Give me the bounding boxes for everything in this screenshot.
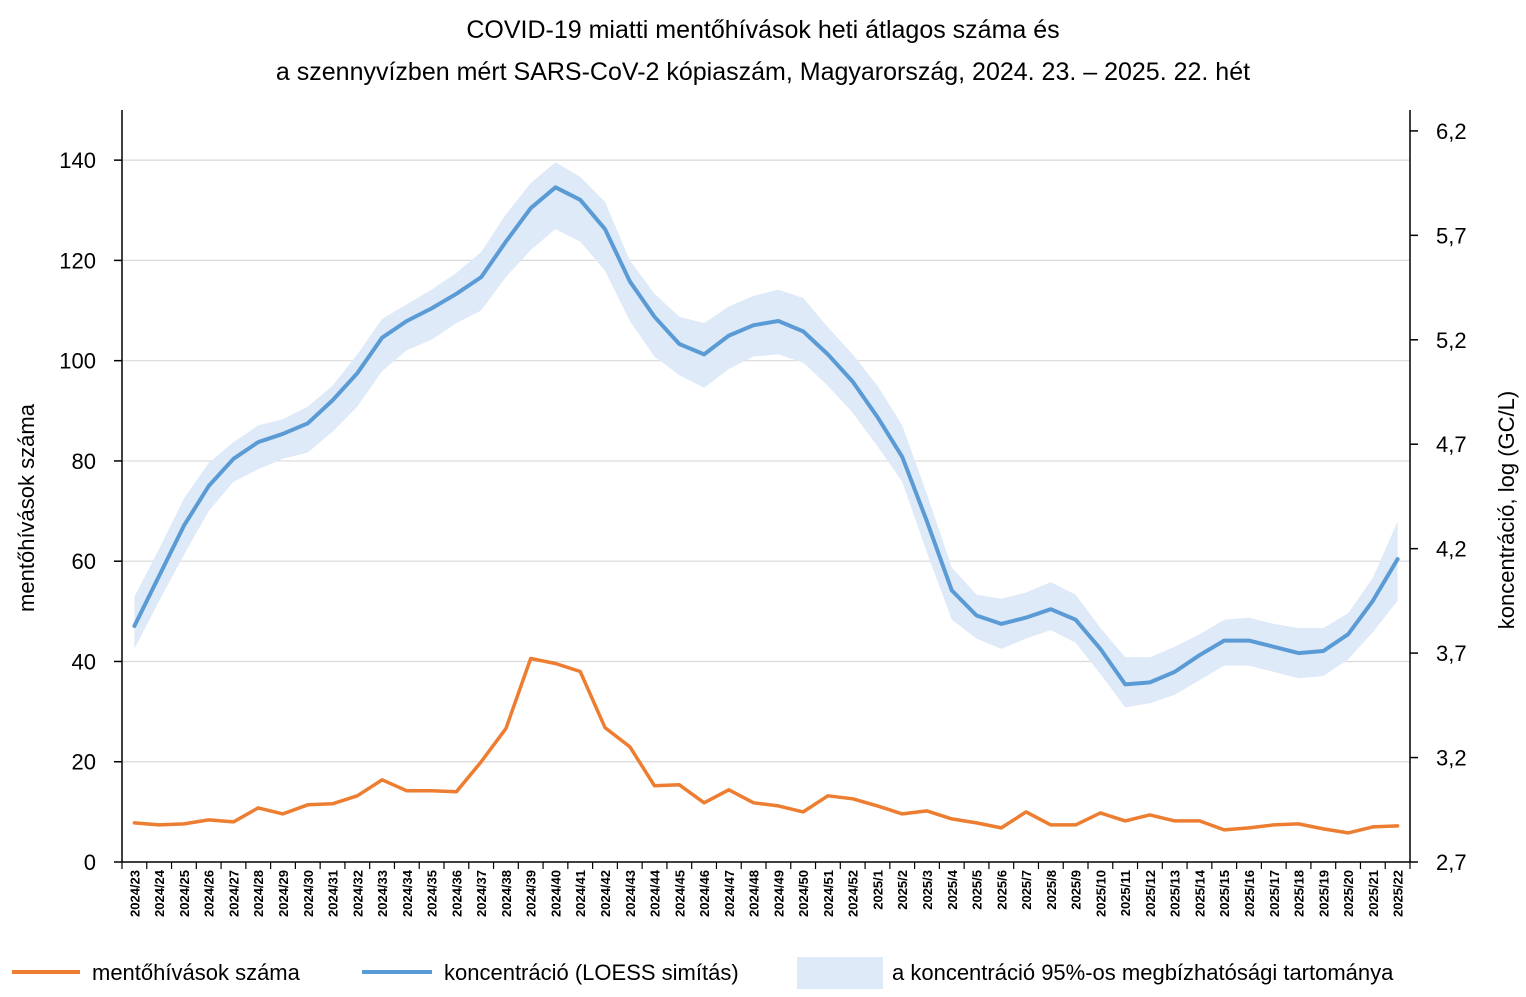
- x-tick-label: 2025/6: [994, 870, 1009, 910]
- right-tick-label: 3,2: [1436, 746, 1467, 771]
- x-tick-label: 2024/35: [425, 870, 440, 917]
- right-tick-label: 6,2: [1436, 119, 1467, 144]
- x-tick-label: 2024/47: [722, 870, 737, 917]
- right-tick-label: 3,7: [1436, 641, 1467, 666]
- x-tick-label: 2024/41: [573, 870, 588, 917]
- left-tick-label: 0: [84, 850, 96, 875]
- x-tick-label: 2025/7: [1019, 870, 1034, 910]
- legend-label-concentration: koncentráció (LOESS simítás): [444, 960, 739, 985]
- x-tick-label: 2025/8: [1044, 870, 1059, 910]
- x-tick-label: 2025/12: [1143, 870, 1158, 917]
- x-tick-label: 2024/38: [499, 870, 514, 917]
- gridlines: [122, 159, 1410, 763]
- right-ticks: 2,7 3,2 3,7 4,2 4,7 5,2 5,7 6,2: [1410, 119, 1467, 875]
- x-tick-label: 2025/4: [945, 869, 960, 910]
- x-tick-label: 2024/24: [152, 869, 167, 917]
- x-tick-label: 2024/46: [697, 870, 712, 917]
- x-tick-label: 2024/52: [846, 870, 861, 917]
- x-tick-label: 2025/9: [1069, 870, 1084, 910]
- axes: [121, 110, 1411, 863]
- x-tick-label: 2024/29: [276, 870, 291, 917]
- x-tick-label: 2025/21: [1366, 870, 1381, 917]
- x-ticks: 2024/23 2024/24 2024/25 2024/26 2024/27 2024/…: [121, 862, 1411, 917]
- x-tick-label: 2024/40: [548, 870, 563, 917]
- x-tick-label: 2025/1: [870, 870, 885, 910]
- x-tick-label: 2024/45: [672, 870, 687, 917]
- legend-label-calls: mentőhívások száma: [92, 960, 301, 985]
- x-tick-label: 2024/48: [747, 870, 762, 917]
- x-tick-label: 2024/28: [251, 870, 266, 917]
- x-tick-label: 2025/13: [1168, 870, 1183, 917]
- right-tick-label: 5,2: [1436, 328, 1467, 353]
- left-axis-label: mentőhívások száma: [14, 403, 39, 612]
- x-tick-label: 2024/32: [350, 870, 365, 917]
- legend: mentőhívások száma koncentráció (LOESS s…: [12, 957, 1394, 989]
- chart-title-line1: COVID-19 miatti mentőhívások heti átlago…: [466, 16, 1059, 44]
- x-tick-label: 2024/27: [226, 870, 241, 917]
- right-tick-label: 5,7: [1436, 223, 1467, 248]
- x-tick-label: 2025/2: [895, 870, 910, 910]
- legend-label-band: a koncentráció 95%-os megbízhatósági tar…: [892, 960, 1394, 985]
- left-tick-label: 80: [72, 449, 96, 474]
- left-tick-label: 20: [72, 750, 96, 775]
- concentration-line: [132, 185, 1400, 687]
- x-tick-label: 2024/33: [375, 870, 390, 917]
- x-tick-label: 2024/37: [474, 870, 489, 917]
- x-tick-label: 2024/44: [648, 869, 663, 917]
- left-tick-label: 40: [72, 649, 96, 674]
- right-tick-label: 2,7: [1436, 850, 1467, 875]
- right-tick-label: 4,7: [1436, 432, 1467, 457]
- x-tick-label: 2025/5: [970, 870, 985, 910]
- x-tick-label: 2025/22: [1391, 870, 1406, 917]
- x-tick-label: 2024/49: [771, 870, 786, 917]
- x-tick-label: 2025/14: [1192, 869, 1207, 917]
- x-tick-label: 2024/31: [326, 870, 341, 917]
- x-tick-label: 2025/17: [1267, 870, 1282, 917]
- x-tick-label: 2025/19: [1316, 870, 1331, 917]
- x-tick-label: 2025/11: [1118, 870, 1133, 916]
- x-tick-label: 2025/16: [1242, 870, 1257, 917]
- left-tick-label: 120: [59, 248, 96, 273]
- left-tick-label: 100: [59, 349, 96, 374]
- left-ticks: 0 20 40 60 80 100 120 140: [59, 148, 122, 875]
- x-tick-label: 2025/20: [1341, 870, 1356, 917]
- x-tick-label: 2024/36: [449, 870, 464, 917]
- chart-title-line2: a szennyvízben mért SARS-CoV-2 kópiaszám…: [276, 58, 1250, 86]
- left-tick-label: 60: [72, 549, 96, 574]
- x-tick-label: 2025/15: [1217, 870, 1232, 917]
- x-tick-label: 2024/25: [177, 870, 192, 917]
- x-tick-label: 2024/43: [623, 870, 638, 917]
- x-tick-label: 2024/51: [821, 870, 836, 917]
- x-tick-label: 2024/42: [598, 870, 613, 917]
- x-tick-label: 2025/10: [1093, 870, 1108, 917]
- x-tick-label: 2025/18: [1292, 870, 1307, 917]
- x-tick-label: 2024/50: [796, 870, 811, 917]
- legend-swatch-band: [797, 957, 883, 989]
- x-tick-label: 2024/34: [400, 869, 415, 917]
- x-tick-label: 2024/23: [127, 870, 142, 917]
- left-tick-label: 140: [59, 148, 96, 173]
- right-tick-label: 4,2: [1436, 537, 1467, 562]
- x-tick-label: 2024/26: [202, 870, 217, 917]
- x-tick-label: 2024/30: [301, 870, 316, 917]
- confidence-band: [134, 162, 1398, 708]
- ambulance-calls-line: [132, 656, 1400, 835]
- x-tick-label: 2024/39: [524, 870, 539, 917]
- x-tick-label: 2025/3: [920, 870, 935, 910]
- right-axis-label: koncentráció, log (GC/L): [1494, 391, 1519, 629]
